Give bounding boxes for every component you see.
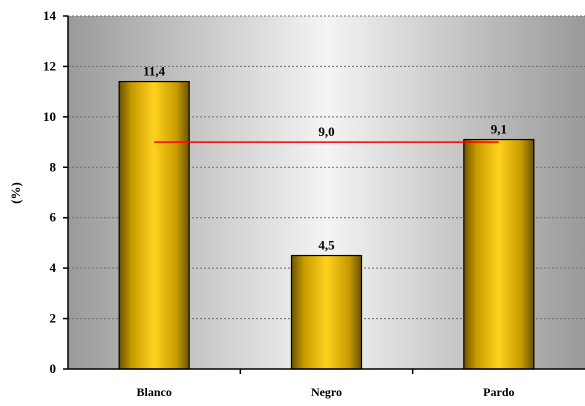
y-tick-label: 14 (43, 8, 57, 23)
x-tick-label-blanco: Blanco (136, 385, 171, 399)
data-label-pardo: 9,1 (491, 122, 507, 137)
y-tick-label: 4 (50, 260, 57, 275)
y-tick-label: 8 (50, 159, 57, 174)
y-tick-label: 2 (50, 311, 57, 326)
data-label-blanco: 11,4 (143, 64, 166, 79)
axes (63, 15, 585, 374)
x-tick-label-pardo: Pardo (483, 385, 514, 399)
bar-pardo (463, 138, 535, 370)
y-tick-label: 6 (50, 210, 57, 225)
y-tick-label: 0 (50, 361, 57, 376)
y-tick-label: 12 (43, 58, 56, 73)
bar-blanco (118, 80, 190, 370)
y-tick-label: 10 (43, 109, 56, 124)
x-tick-label-negro: Negro (311, 385, 342, 399)
reference-line-label: 9,0 (318, 124, 334, 139)
labels: 11,4 Blanco 4,5 Negro 9,1 Pardo 9,0 0 2 4 6 8 10 12 14 (43, 8, 515, 399)
data-label-negro: 4,5 (318, 238, 335, 253)
bars (118, 80, 535, 370)
bar-negro (290, 254, 363, 370)
y-axis-title: (%) (8, 182, 23, 204)
